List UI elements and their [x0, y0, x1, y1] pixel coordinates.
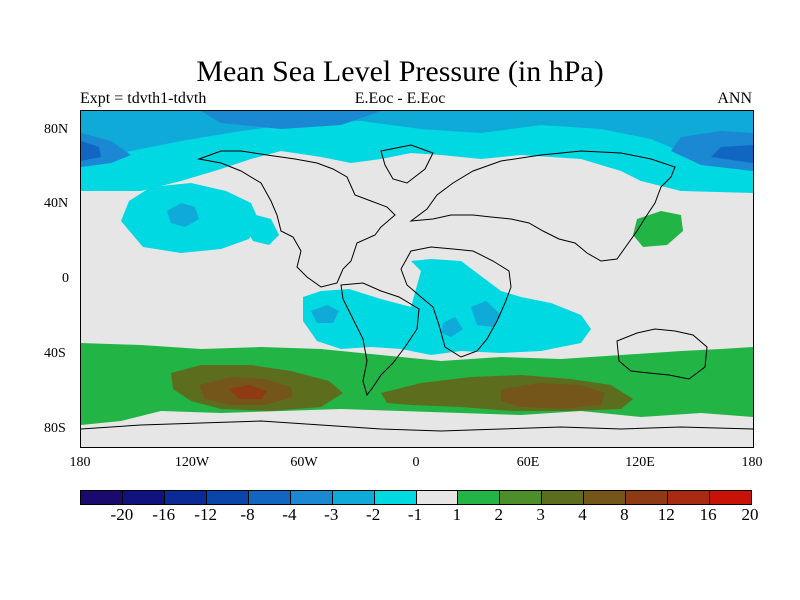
- arctic-cyan-region: [81, 111, 753, 193]
- colorbar-box: [374, 491, 417, 504]
- colorbar-label: -3: [324, 505, 339, 524]
- colorbar-box: [626, 491, 669, 504]
- greenland-coast: [380, 144, 434, 184]
- colorbar-box: [458, 491, 501, 504]
- south-atlantic-cyan: [303, 259, 591, 355]
- colorbar-box: [164, 491, 207, 504]
- colorbar-label: -16: [152, 505, 176, 524]
- coastlines: [81, 144, 753, 432]
- colorbar-box: [542, 491, 585, 504]
- south-indian-brown: [501, 383, 605, 409]
- lat-label-40n: 40N: [44, 196, 69, 211]
- chart-title: Mean Sea Level Pressure (in hPa): [196, 55, 604, 88]
- colorbar-box: [332, 491, 375, 504]
- season-label: ANN: [717, 90, 752, 107]
- colorbar-label: -8: [240, 505, 255, 524]
- africa-coast: [400, 246, 512, 358]
- lon-label-60w: 60W: [290, 455, 318, 470]
- colorbar-label: -1: [407, 505, 423, 524]
- australia-coast: [616, 328, 708, 380]
- colorbar-label: 1: [452, 505, 462, 524]
- colorbar-label: 2: [494, 505, 504, 524]
- colorbar-box: [290, 491, 333, 504]
- colorbar-label: -12: [194, 505, 217, 524]
- colorbar-box: [668, 491, 711, 504]
- lon-label-120w: 120W: [174, 455, 210, 470]
- colorbar-label: 16: [699, 505, 717, 524]
- lat-label-80s: 80S: [44, 421, 66, 436]
- case-label: E.Eoc - E.Eoc: [354, 90, 446, 107]
- lon-label-0: 0: [412, 455, 420, 470]
- colorbar-label: -20: [110, 505, 134, 524]
- colorbar-box: [248, 491, 291, 504]
- experiment-label: Expt = tdvth1-tdvth: [80, 90, 207, 107]
- colorbar-box: [584, 491, 627, 504]
- lon-label-120e: 120E: [625, 455, 655, 470]
- colorbar-label: -2: [366, 505, 381, 524]
- north-america-coast: [197, 150, 396, 288]
- south-pacific-max: [229, 385, 267, 399]
- colorbar-label: 8: [620, 505, 629, 524]
- eurasia-coast: [409, 150, 676, 262]
- lat-label-0: 0: [62, 271, 69, 286]
- lon-label-60e: 60E: [516, 455, 540, 470]
- colorbar-label: 20: [741, 505, 759, 524]
- colorbar-box: [500, 491, 543, 504]
- south-america-coast: [340, 282, 420, 397]
- pressure-map: [80, 110, 754, 448]
- colorbar-box: [81, 491, 123, 504]
- colorbar-label: 12: [657, 505, 675, 524]
- lat-label-40s: 40S: [44, 346, 66, 361]
- na-cyan-patch: [241, 215, 279, 245]
- colorbar-box: [206, 491, 249, 504]
- colorbar-box: [122, 491, 165, 504]
- colorbar-label: 3: [536, 505, 545, 524]
- colorbar-box: [416, 491, 459, 504]
- antarctica-coast: [81, 420, 753, 432]
- north-pacific-core: [167, 203, 199, 227]
- colorbar-box: [710, 491, 751, 504]
- west-pacific-green: [633, 211, 683, 247]
- lon-label-180e: 180: [741, 455, 763, 470]
- lat-label-80n: 80N: [44, 122, 69, 137]
- lon-label-180w: 180: [69, 455, 91, 470]
- colorbar: [80, 490, 752, 505]
- colorbar-label: -4: [282, 505, 297, 524]
- colorbar-label: 4: [578, 505, 587, 524]
- south-atlantic-blue: [311, 301, 501, 337]
